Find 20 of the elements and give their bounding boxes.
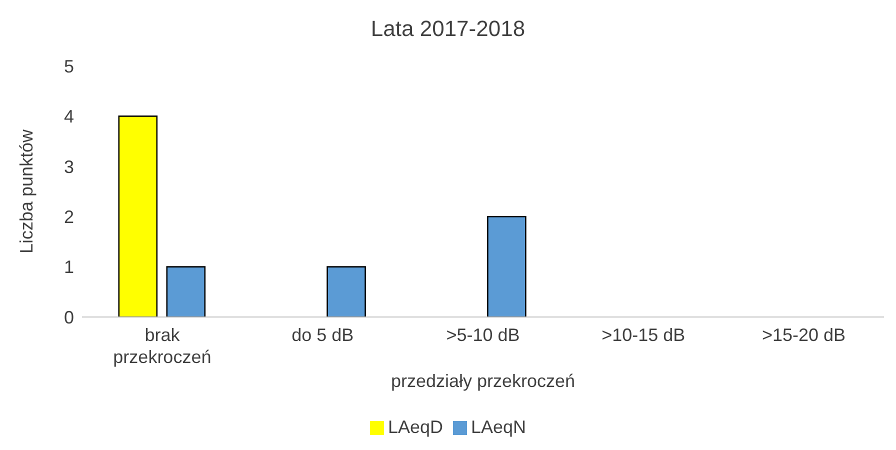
bar <box>487 216 526 317</box>
y-tick-label: 0 <box>64 307 74 328</box>
y-tick-label: 5 <box>64 56 74 76</box>
legend-label: LAeqN <box>471 417 526 437</box>
y-tick-label: 2 <box>64 206 74 227</box>
chart-title: Lata 2017-2018 <box>370 16 526 42</box>
x-tick-label: >10-15 dB <box>602 325 686 345</box>
x-tick-label: do 5 dB <box>292 325 354 345</box>
x-axis-title: przedziały przekroczeń <box>390 371 576 391</box>
bar <box>326 266 366 317</box>
legend-label: LAeqD <box>388 417 443 437</box>
x-tick-label: >5-10 dB <box>446 325 520 345</box>
x-tick-label: brak przekroczeń <box>113 325 212 367</box>
y-tick-label: 4 <box>64 106 74 127</box>
y-tick-label: 3 <box>64 156 74 177</box>
bar <box>118 116 158 317</box>
y-tick-label: 1 <box>64 257 74 278</box>
x-tick-label: >15-20 dB <box>762 325 846 345</box>
bar <box>166 266 206 317</box>
y-axis-title: Liczba punktów <box>16 128 36 254</box>
